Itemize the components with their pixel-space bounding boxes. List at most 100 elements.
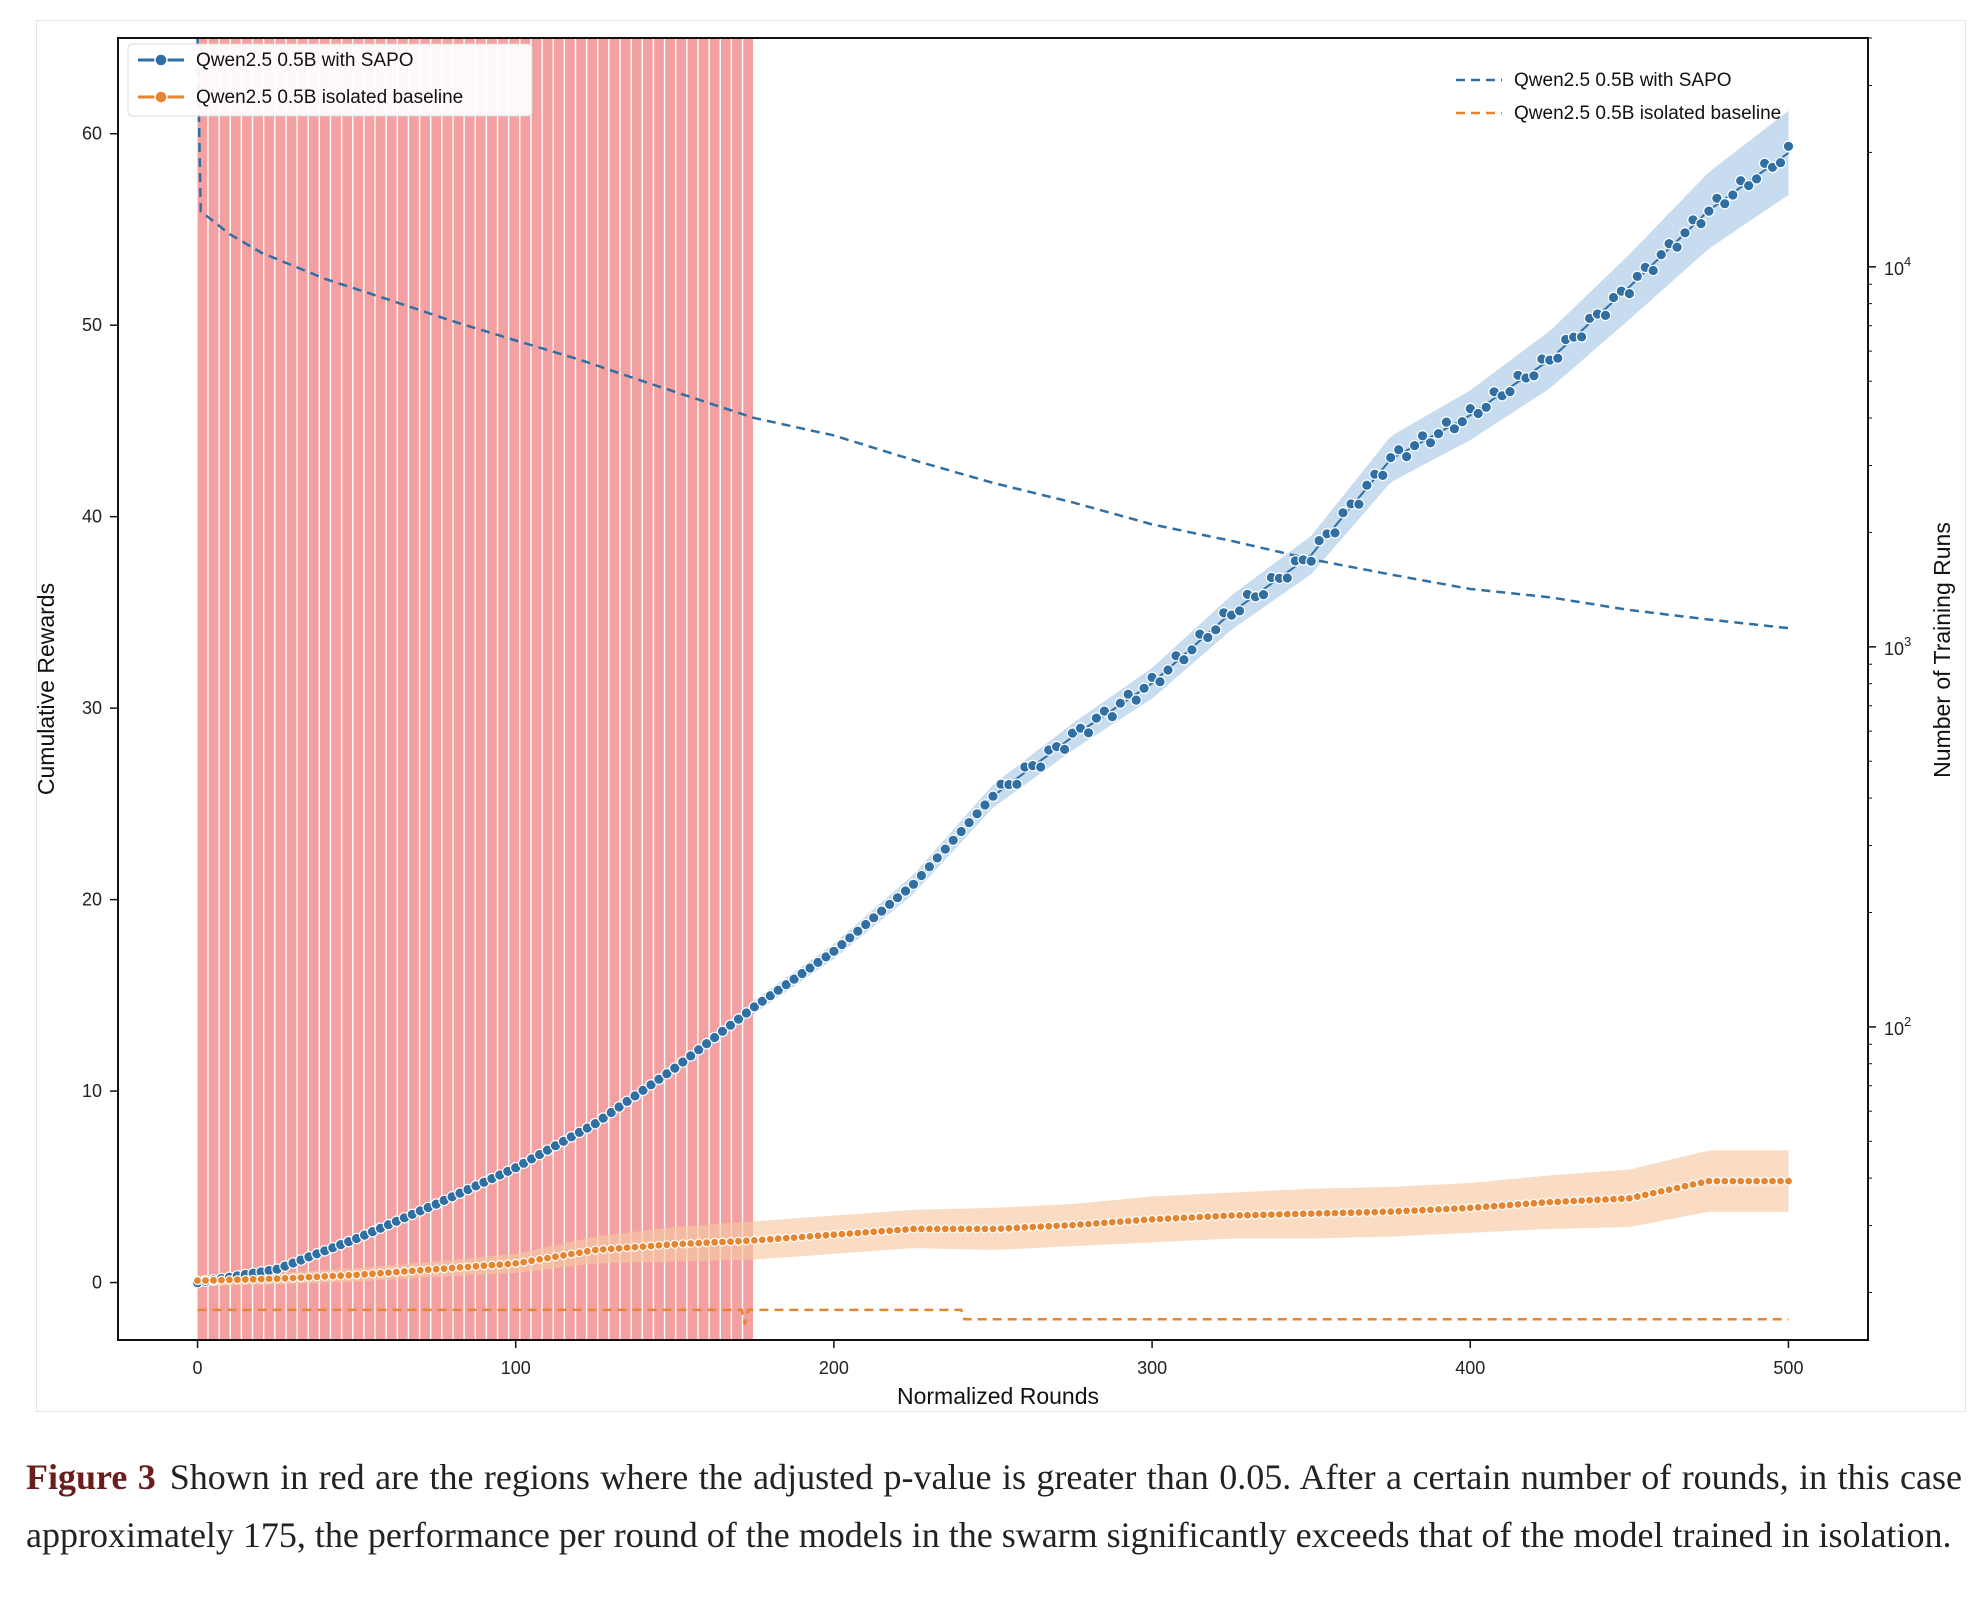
pvalue-region-stripe [698,39,709,1339]
marker-baseline [932,1224,942,1234]
marker-sapo [931,852,944,864]
pvalue-region-stripe [720,39,731,1339]
marker-baseline [328,1271,338,1281]
plot-frame [117,37,1869,1341]
marker-baseline [805,1231,815,1242]
marker-baseline [1306,1208,1316,1219]
marker-baseline [1584,1195,1595,1205]
marker-baseline [1051,1221,1062,1231]
legend-right-label-baseline: Qwen2.5 0.5B isolated baseline [1514,103,1781,124]
marker-sapo [1703,205,1715,217]
marker-baseline [646,1241,656,1251]
marker-baseline [1481,1202,1491,1212]
marker-baseline [1044,1221,1054,1231]
marker-baseline [1513,1199,1523,1210]
marker-baseline [869,1227,879,1237]
marker-baseline [1489,1201,1499,1211]
marker-baseline [717,1237,728,1247]
marker-sapo [700,1037,713,1050]
marker-sapo [1552,352,1564,364]
pvalue-region-stripe [331,39,341,1339]
marker-baseline [1250,1210,1261,1220]
pvalue-region-stripe [565,39,575,1339]
pvalue-region-stripe [709,39,720,1339]
marker-baseline [1775,1176,1786,1186]
pvalue-region-stripe [609,39,620,1339]
pvalue-region-stripe [219,39,230,1339]
marker-baseline [582,1246,592,1256]
marker-baseline [1688,1179,1698,1190]
marker-baseline [439,1263,449,1274]
marker-sapo [1472,407,1484,420]
marker-sapo [955,825,967,838]
pvalue-region-stripe [442,39,453,1339]
pvalue-region-stripe [286,39,297,1339]
marker-sapo [1599,309,1612,322]
figure-frame [36,20,1966,1412]
marker-sapo [963,816,975,829]
marker-baseline [1211,1211,1221,1221]
marker-baseline [352,1270,362,1280]
marker-baseline [383,1267,394,1278]
marker-baseline [1314,1208,1324,1219]
marker-sapo [637,1084,649,1097]
marker-baseline [487,1260,497,1270]
marker-baseline [662,1240,672,1250]
y-tick-label: 0 [92,1273,102,1293]
marker-sapo [732,1013,745,1025]
x-tick-label: 300 [1137,1358,1167,1378]
pvalue-region-stripe [620,39,631,1339]
pvalue-region-stripe [487,39,497,1339]
marker-sapo [939,843,952,855]
marker-sapo [1098,705,1111,717]
marker-sapo [597,1112,609,1124]
caption-label: Figure 3 [26,1457,156,1497]
marker-baseline [1386,1207,1396,1217]
pvalue-region-stripe [576,39,586,1339]
marker-baseline [773,1234,783,1244]
marker-baseline [701,1238,712,1248]
y2-tick-label: 102 [1884,1014,1911,1039]
marker-baseline [1179,1213,1189,1223]
marker-baseline [1783,1176,1794,1186]
marker-baseline [1234,1210,1245,1221]
x-tick-label: 500 [1773,1358,1803,1378]
marker-sapo [780,978,792,991]
marker-baseline [455,1262,465,1273]
marker-baseline [407,1266,417,1276]
marker-sapo [1138,682,1150,695]
marker-baseline [375,1268,386,1278]
marker-sapo [1377,469,1389,482]
marker-baseline [813,1231,823,1241]
marker-baseline [1680,1181,1690,1191]
pvalue-region-stripe [353,39,364,1339]
marker-baseline [208,1275,219,1285]
marker-baseline [797,1232,807,1242]
x-tick-label: 100 [501,1358,531,1378]
marker-baseline [1449,1204,1460,1214]
marker-sapo [1679,227,1691,239]
marker-baseline [264,1274,274,1284]
marker-baseline [1696,1178,1706,1188]
marker-baseline [479,1261,489,1271]
marker-baseline [288,1273,298,1283]
marker-sapo [1456,415,1469,428]
pvalue-region-stripe [320,39,330,1339]
marker-baseline [463,1262,473,1272]
pvalue-region-stripe [386,39,397,1339]
pvalue-region-stripe [264,39,275,1339]
marker-baseline [1767,1176,1778,1186]
marker-sapo [851,925,864,937]
marker-baseline [256,1274,266,1284]
marker-baseline [1147,1214,1157,1225]
marker-sapo [1408,439,1421,452]
marker-sapo [883,898,896,911]
y-tick-label: 30 [82,698,102,718]
marker-baseline [1338,1208,1348,1218]
marker-baseline [988,1224,998,1234]
marker-baseline [471,1261,481,1271]
legend-left-label-baseline: Qwen2.5 0.5B isolated baseline [196,87,463,108]
marker-baseline [1330,1208,1340,1218]
marker-sapo [971,807,983,820]
marker-baseline [526,1256,537,1266]
